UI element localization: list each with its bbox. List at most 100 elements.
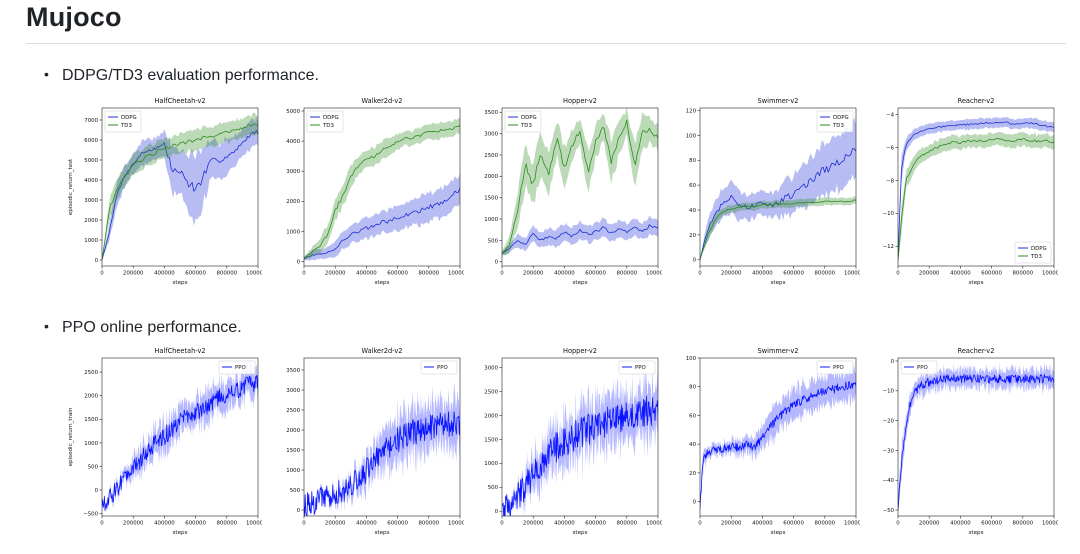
- y-axis-label: episodic_return_test: [68, 158, 74, 215]
- plot-area: [898, 117, 1054, 265]
- x-tick-label: 1000000: [646, 271, 662, 277]
- legend-box: [420, 360, 458, 375]
- series-line-td3: [700, 199, 856, 260]
- series-line-td3: [898, 137, 1054, 260]
- legend-label-ppo: PPO: [635, 365, 646, 371]
- x-tick-label: 600000: [185, 521, 206, 527]
- x-tick-label: 800000: [419, 271, 440, 277]
- x-tick-label: 0: [500, 521, 504, 527]
- chart-title: Swimmer-v2: [758, 347, 799, 355]
- series-line-ppo: [898, 374, 1054, 510]
- x-tick-label: 0: [698, 521, 702, 527]
- y-tick-label: 500: [290, 488, 301, 494]
- y-tick-label: 500: [88, 464, 99, 470]
- chart-title: Swimmer-v2: [758, 97, 799, 105]
- x-tick-label: 600000: [585, 521, 606, 527]
- legend-label-ppo: PPO: [235, 365, 246, 371]
- y-tick-label: −10: [883, 211, 895, 217]
- legend-box: [816, 110, 854, 133]
- x-tick-label: 400000: [752, 271, 773, 277]
- series-line-td3: [102, 123, 258, 261]
- x-axis-label: steps: [968, 530, 983, 536]
- y-tick-label: 1000: [84, 441, 98, 447]
- y-tick-label: 3500: [484, 110, 498, 116]
- x-tick-label: 0: [896, 271, 900, 277]
- chart-title: Walker2d-v2: [361, 97, 402, 105]
- plot-area: [700, 362, 856, 511]
- y-tick-label: 0: [891, 359, 895, 365]
- y-tick-label: 0: [495, 260, 499, 266]
- chart-ppo-reacher: Reacher-v2 0 200000 400000 600000 800000 10000…: [883, 347, 1058, 536]
- x-tick-label: 800000: [1013, 271, 1034, 277]
- plot-area: [304, 117, 460, 261]
- y-tick-label: 1000: [84, 238, 98, 244]
- y-tick-label: 80: [689, 385, 696, 391]
- band-ddpg: [898, 117, 1054, 264]
- y-tick-label: 2500: [484, 389, 498, 395]
- plot-area: [502, 366, 658, 516]
- chart-title: Walker2d-v2: [361, 347, 402, 355]
- band-td3: [700, 196, 856, 260]
- legend-label-ddpg: DDPG: [323, 115, 339, 121]
- legend: PPO: [618, 360, 656, 375]
- legend-box: [504, 110, 542, 133]
- y-tick-label: 40: [689, 208, 696, 214]
- y-tick-label: 3000: [484, 132, 498, 138]
- legend-label-td3: TD3: [520, 123, 532, 129]
- y-tick-label: 500: [488, 238, 499, 244]
- x-tick-label: 1000000: [844, 271, 860, 277]
- x-tick-label: 800000: [617, 521, 638, 527]
- y-tick-label: −10: [883, 389, 895, 395]
- x-tick-label: 1000000: [448, 521, 464, 527]
- y-tick-label: −50: [883, 508, 895, 514]
- y-tick-label: 1000: [484, 461, 498, 467]
- x-tick-label: 200000: [123, 521, 144, 527]
- x-tick-label: 200000: [325, 521, 346, 527]
- y-tick-label: 2500: [286, 408, 300, 414]
- band-ddpg: [502, 215, 658, 256]
- chart-ppo-swimmer: Swimmer-v2 0 200000 400000 600000 800000 10000…: [686, 347, 860, 536]
- y-tick-label: −8: [886, 178, 895, 184]
- legend: DDPG TD3: [1014, 241, 1052, 264]
- x-tick-label: 200000: [325, 271, 346, 277]
- plot-frame: [897, 357, 1055, 517]
- y-tick-label: 3000: [286, 388, 300, 394]
- x-tick-label: 400000: [554, 521, 575, 527]
- x-tick-label: 800000: [815, 521, 836, 527]
- band-ddpg: [304, 172, 460, 261]
- x-tick-label: 800000: [1013, 521, 1034, 527]
- plot-area: [502, 108, 658, 256]
- x-tick-label: 400000: [752, 521, 773, 527]
- plot-area: [898, 362, 1054, 514]
- x-tick-label: 1000000: [844, 521, 860, 527]
- chart-title: HalfCheetah-v2: [154, 347, 205, 355]
- x-tick-label: 600000: [387, 521, 408, 527]
- y-tick-label: 60: [689, 183, 696, 189]
- legend-box: [218, 360, 256, 375]
- plot-area: [102, 112, 258, 261]
- title-divider: [26, 43, 1066, 44]
- legend-box: [618, 360, 656, 375]
- legend-box: [104, 110, 142, 133]
- y-tick-label: −12: [883, 244, 894, 250]
- legend: DDPG TD3: [306, 110, 344, 133]
- y-tick-label: 20: [689, 471, 696, 477]
- x-tick-label: 400000: [356, 271, 377, 277]
- chart-ddpg-td3-halfcheetah: HalfCheetah-v2 0 200000 400000 600000 800000 1…: [68, 97, 262, 286]
- y-tick-label: 2000: [286, 199, 300, 205]
- legend-box: [816, 360, 854, 375]
- plot-frame: [303, 107, 461, 267]
- y-tick-label: 5000: [286, 109, 300, 115]
- y-tick-label: 1000: [286, 468, 300, 474]
- legend-box: [900, 360, 938, 375]
- band-td3: [304, 117, 460, 261]
- band-ppo: [102, 358, 258, 514]
- chart-ddpg-td3-reacher: Reacher-v2 0 200000 400000 600000 800000 10000…: [883, 97, 1058, 286]
- series-line-ddpg: [898, 121, 1054, 260]
- chart-title: Hopper-v2: [563, 97, 597, 105]
- x-tick-label: 0: [302, 521, 306, 527]
- plot-frame: [699, 357, 857, 517]
- x-tick-label: 1000000: [646, 521, 662, 527]
- legend-label-td3: TD3: [1030, 254, 1042, 260]
- x-axis-label: steps: [770, 280, 785, 286]
